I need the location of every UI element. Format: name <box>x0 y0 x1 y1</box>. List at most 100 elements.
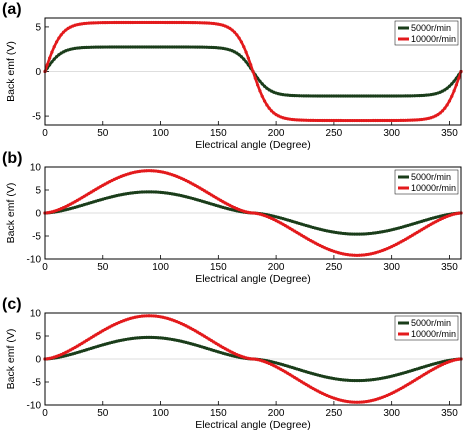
data-point <box>443 106 447 110</box>
data-point <box>154 45 158 49</box>
data-point <box>154 190 158 194</box>
data-point <box>179 20 183 25</box>
data-point <box>124 45 128 49</box>
data-point <box>417 375 421 380</box>
data-point <box>219 198 223 202</box>
data-point <box>267 106 271 110</box>
data-point <box>98 45 103 49</box>
data-point <box>50 50 54 54</box>
data-point <box>454 83 458 87</box>
data-point <box>413 232 417 236</box>
data-point <box>149 20 153 25</box>
data-point <box>304 382 308 387</box>
data-point <box>336 94 341 98</box>
data-point <box>209 193 213 197</box>
data-point <box>450 94 454 98</box>
data-point <box>369 378 373 382</box>
data-point <box>140 20 144 25</box>
data-point <box>403 94 408 98</box>
data-point <box>237 36 241 40</box>
data-point <box>133 45 137 49</box>
data-point <box>158 45 163 49</box>
data-point <box>306 118 311 122</box>
data-point <box>383 118 387 123</box>
data-point <box>110 45 114 49</box>
data-point <box>302 235 306 239</box>
data-point <box>149 314 153 318</box>
data-point <box>207 191 211 196</box>
data-point <box>140 335 144 340</box>
data-point <box>112 45 116 49</box>
data-point <box>353 94 357 98</box>
data-point <box>207 21 211 25</box>
data-point <box>216 197 220 201</box>
data-point <box>346 232 350 236</box>
data-point <box>128 20 133 25</box>
data-point <box>145 45 149 49</box>
data-point <box>258 89 262 93</box>
data-point <box>293 118 297 122</box>
data-point <box>295 118 299 122</box>
y-tick-label: -10 <box>27 255 42 266</box>
data-point <box>438 111 442 115</box>
legend-label-2: 10000r/min <box>411 34 456 44</box>
data-point <box>346 118 350 123</box>
data-point <box>198 45 202 49</box>
data-point <box>195 45 200 49</box>
data-point <box>320 118 324 123</box>
data-point <box>362 118 366 123</box>
data-point <box>82 340 86 344</box>
data-point <box>205 336 209 340</box>
data-point <box>415 377 419 381</box>
data-point <box>413 378 417 382</box>
data-point <box>54 40 59 44</box>
data-point <box>212 45 216 50</box>
data-point <box>172 20 177 25</box>
data-point <box>244 50 248 54</box>
data-point <box>156 336 160 340</box>
data-point <box>450 82 454 86</box>
data-point <box>57 53 61 57</box>
data-point <box>91 45 96 49</box>
data-point <box>152 190 156 194</box>
data-point <box>420 374 424 378</box>
data-point <box>161 190 165 195</box>
data-point <box>406 382 410 387</box>
data-point <box>191 21 195 25</box>
x-tick-label: 0 <box>42 128 48 139</box>
data-point <box>96 331 100 336</box>
data-point <box>357 400 361 404</box>
data-point <box>387 118 391 123</box>
data-point <box>161 20 165 25</box>
data-point <box>101 45 105 49</box>
data-point <box>54 55 59 59</box>
data-point <box>168 45 172 49</box>
y-tick-label: 0 <box>35 355 41 366</box>
data-point <box>387 94 391 98</box>
data-point <box>316 94 320 98</box>
data-point <box>373 94 378 98</box>
data-point <box>147 335 151 339</box>
data-point <box>78 197 82 201</box>
data-point <box>380 118 385 123</box>
data-point <box>304 94 308 98</box>
data-point <box>154 335 158 340</box>
x-tick-label: 100 <box>152 128 169 139</box>
data-point <box>339 118 343 123</box>
data-point <box>207 337 211 341</box>
data-point <box>61 30 66 34</box>
data-point <box>339 94 343 98</box>
data-point <box>376 94 380 98</box>
data-point <box>355 94 359 98</box>
data-point <box>82 45 86 50</box>
data-point <box>304 236 308 240</box>
y-tick-label: -5 <box>32 232 41 243</box>
data-point <box>251 69 255 74</box>
data-point <box>145 335 149 339</box>
data-point <box>147 190 151 194</box>
data-point <box>286 225 290 229</box>
data-point <box>373 118 378 123</box>
data-point <box>360 232 364 236</box>
data-point <box>82 21 86 26</box>
data-point <box>383 94 387 98</box>
